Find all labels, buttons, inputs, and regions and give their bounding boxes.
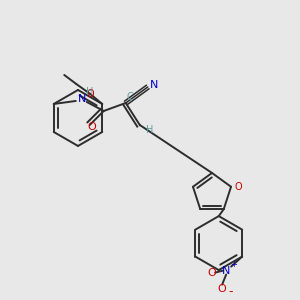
Text: N: N [78, 94, 86, 104]
Text: O: O [218, 284, 226, 294]
Text: N: N [150, 80, 158, 90]
Text: -: - [228, 285, 232, 298]
Text: O: O [87, 122, 96, 132]
Text: H: H [146, 125, 153, 135]
Text: N: N [222, 266, 230, 276]
Text: +: + [230, 260, 237, 269]
Text: H: H [86, 87, 93, 97]
Text: O: O [234, 182, 242, 192]
Text: O: O [86, 89, 94, 99]
Text: C: C [126, 92, 133, 102]
Text: O: O [208, 268, 217, 278]
